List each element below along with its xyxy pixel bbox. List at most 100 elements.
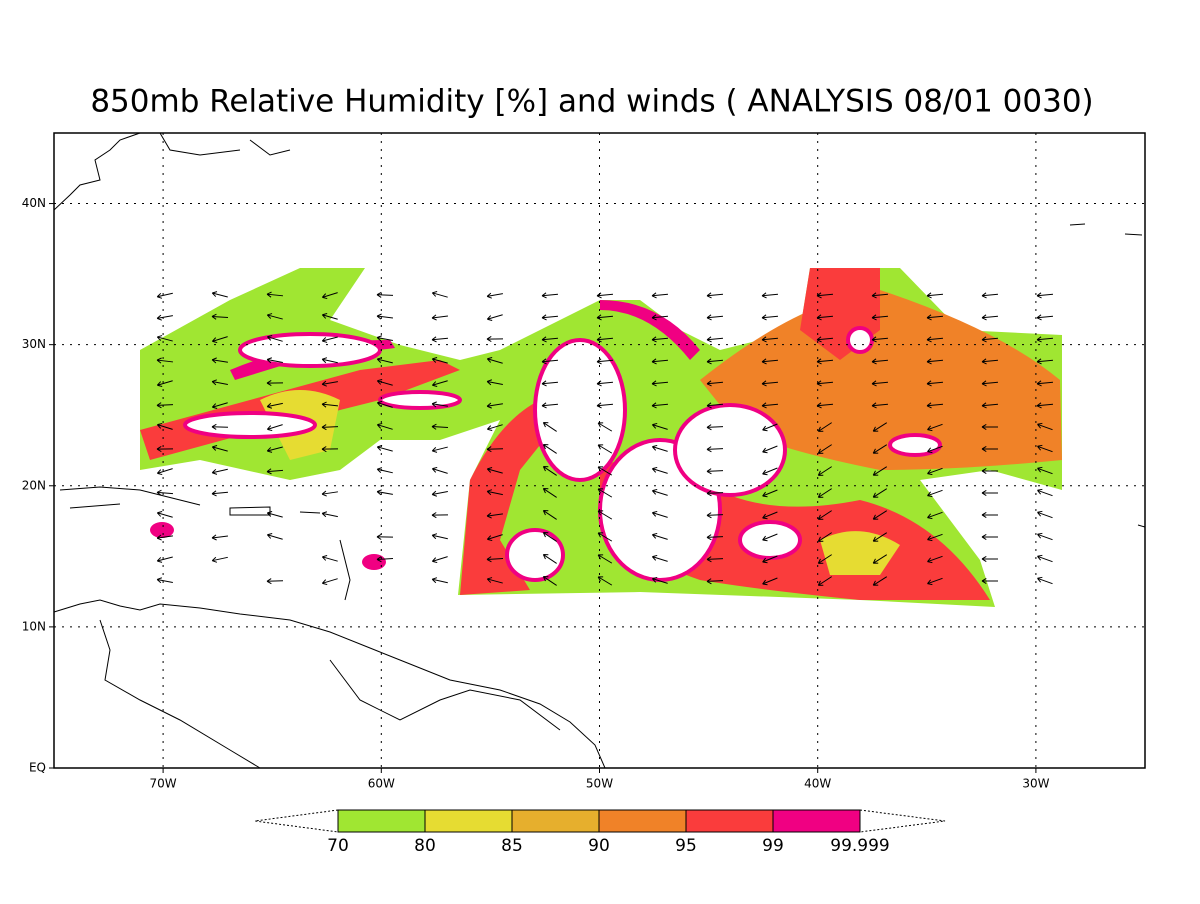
wind-arrow [321, 446, 339, 453]
wind-arrow [321, 555, 338, 562]
wind-arrow [651, 336, 669, 343]
colorbar-label: 90 [588, 836, 610, 856]
wind-arrow [597, 510, 613, 520]
dry-area [888, 433, 942, 457]
wind-arrow [321, 292, 338, 300]
wind-arrow [156, 380, 173, 388]
colorbar-label: 85 [501, 836, 523, 856]
wind-arrow [486, 467, 503, 474]
colorbar-box [337, 809, 426, 833]
wind-arrow [871, 314, 889, 321]
dry-area [846, 326, 874, 354]
wind-arrow [597, 576, 613, 586]
wind-arrow [761, 358, 779, 365]
wind-arrow [762, 445, 778, 454]
wind-arrow [431, 291, 448, 298]
wind-arrow [871, 292, 889, 299]
wind-arrow [211, 357, 228, 364]
coast-islands [59, 486, 321, 516]
wind-arrow [211, 313, 229, 320]
x-tick-label: 60W [368, 777, 395, 791]
wind-arrow [872, 532, 888, 542]
wind-arrow [706, 578, 724, 585]
y-tick-label: 30N [22, 337, 46, 351]
humidity-area [362, 554, 386, 570]
wind-arrow [981, 402, 999, 409]
wind-arrow [927, 445, 943, 454]
wind-arrow [651, 402, 669, 409]
wind-arrow [762, 533, 778, 542]
wind-arrow [542, 422, 557, 432]
wind-arrow [981, 358, 999, 365]
wind-arrow [541, 292, 559, 299]
wind-arrow [1036, 380, 1054, 387]
wind-arrow [706, 402, 724, 409]
wind-arrow [706, 292, 724, 299]
humidity-area [150, 522, 174, 538]
wind-arrow [706, 534, 724, 541]
wind-arrow [321, 401, 339, 408]
wind-arrow [762, 511, 778, 520]
wind-arrow [816, 380, 834, 387]
y-tick-label: 40N [22, 196, 46, 210]
wind-arrow [762, 423, 778, 432]
wind-arrow [761, 314, 779, 321]
wind-arrow [376, 489, 393, 496]
wind-arrow [542, 444, 557, 454]
wind-arrow [597, 488, 613, 498]
wind-arrow [156, 292, 173, 299]
x-tick-label: 40W [804, 777, 831, 791]
wind-arrow [981, 489, 999, 496]
wind-arrow [926, 358, 944, 365]
wind-arrow [706, 556, 724, 563]
wind-arrow [706, 380, 724, 387]
wind-arrow [817, 444, 832, 454]
wind-arrow [541, 314, 559, 321]
wind-arrow [542, 576, 557, 586]
wind-arrow [156, 402, 174, 409]
wind-arrow [1037, 422, 1053, 431]
wind-arrow [1037, 532, 1053, 541]
wind-arrow [1036, 292, 1054, 299]
wind-arrow [156, 511, 173, 518]
wind-arrow [211, 336, 228, 344]
wind-arrow [927, 577, 943, 586]
wind-arrow [266, 511, 283, 518]
wind-arrow [597, 444, 613, 454]
wind-arrow [927, 489, 943, 498]
wind-arrow [597, 532, 613, 542]
wind-arrow [981, 467, 999, 474]
wind-arrow [817, 532, 832, 542]
y-tick-label: 20N [22, 478, 46, 492]
wind-arrow [817, 422, 832, 432]
colorbar-box [511, 809, 600, 833]
wind-arrow [266, 532, 283, 540]
wind-arrow [817, 576, 832, 586]
wind-arrow [376, 422, 393, 430]
wind-arrow [431, 423, 449, 430]
wind-arrow [321, 424, 339, 431]
coast-islands [339, 223, 1146, 601]
wind-arrow [872, 576, 888, 586]
dry-area [505, 528, 565, 582]
wind-arrow [927, 511, 943, 520]
wind-arrow [376, 533, 394, 540]
wind-arrow [651, 554, 668, 562]
wind-arrow [321, 380, 338, 387]
border [329, 659, 561, 731]
wind-arrow [981, 511, 999, 518]
wind-arrow [817, 466, 832, 476]
colorbar-label: 99.999 [830, 836, 889, 856]
wind-arrow [1037, 466, 1053, 475]
wind-arrow [431, 380, 448, 388]
wind-arrow [486, 556, 504, 563]
dry-area [673, 403, 787, 497]
wind-arrow [266, 402, 283, 409]
wind-arrow [871, 336, 889, 343]
wind-arrow [981, 555, 999, 562]
wind-arrow [486, 379, 503, 386]
wind-arrow [706, 314, 724, 321]
wind-arrow [872, 488, 888, 498]
wind-arrow [926, 314, 944, 321]
wind-arrow [762, 489, 778, 498]
